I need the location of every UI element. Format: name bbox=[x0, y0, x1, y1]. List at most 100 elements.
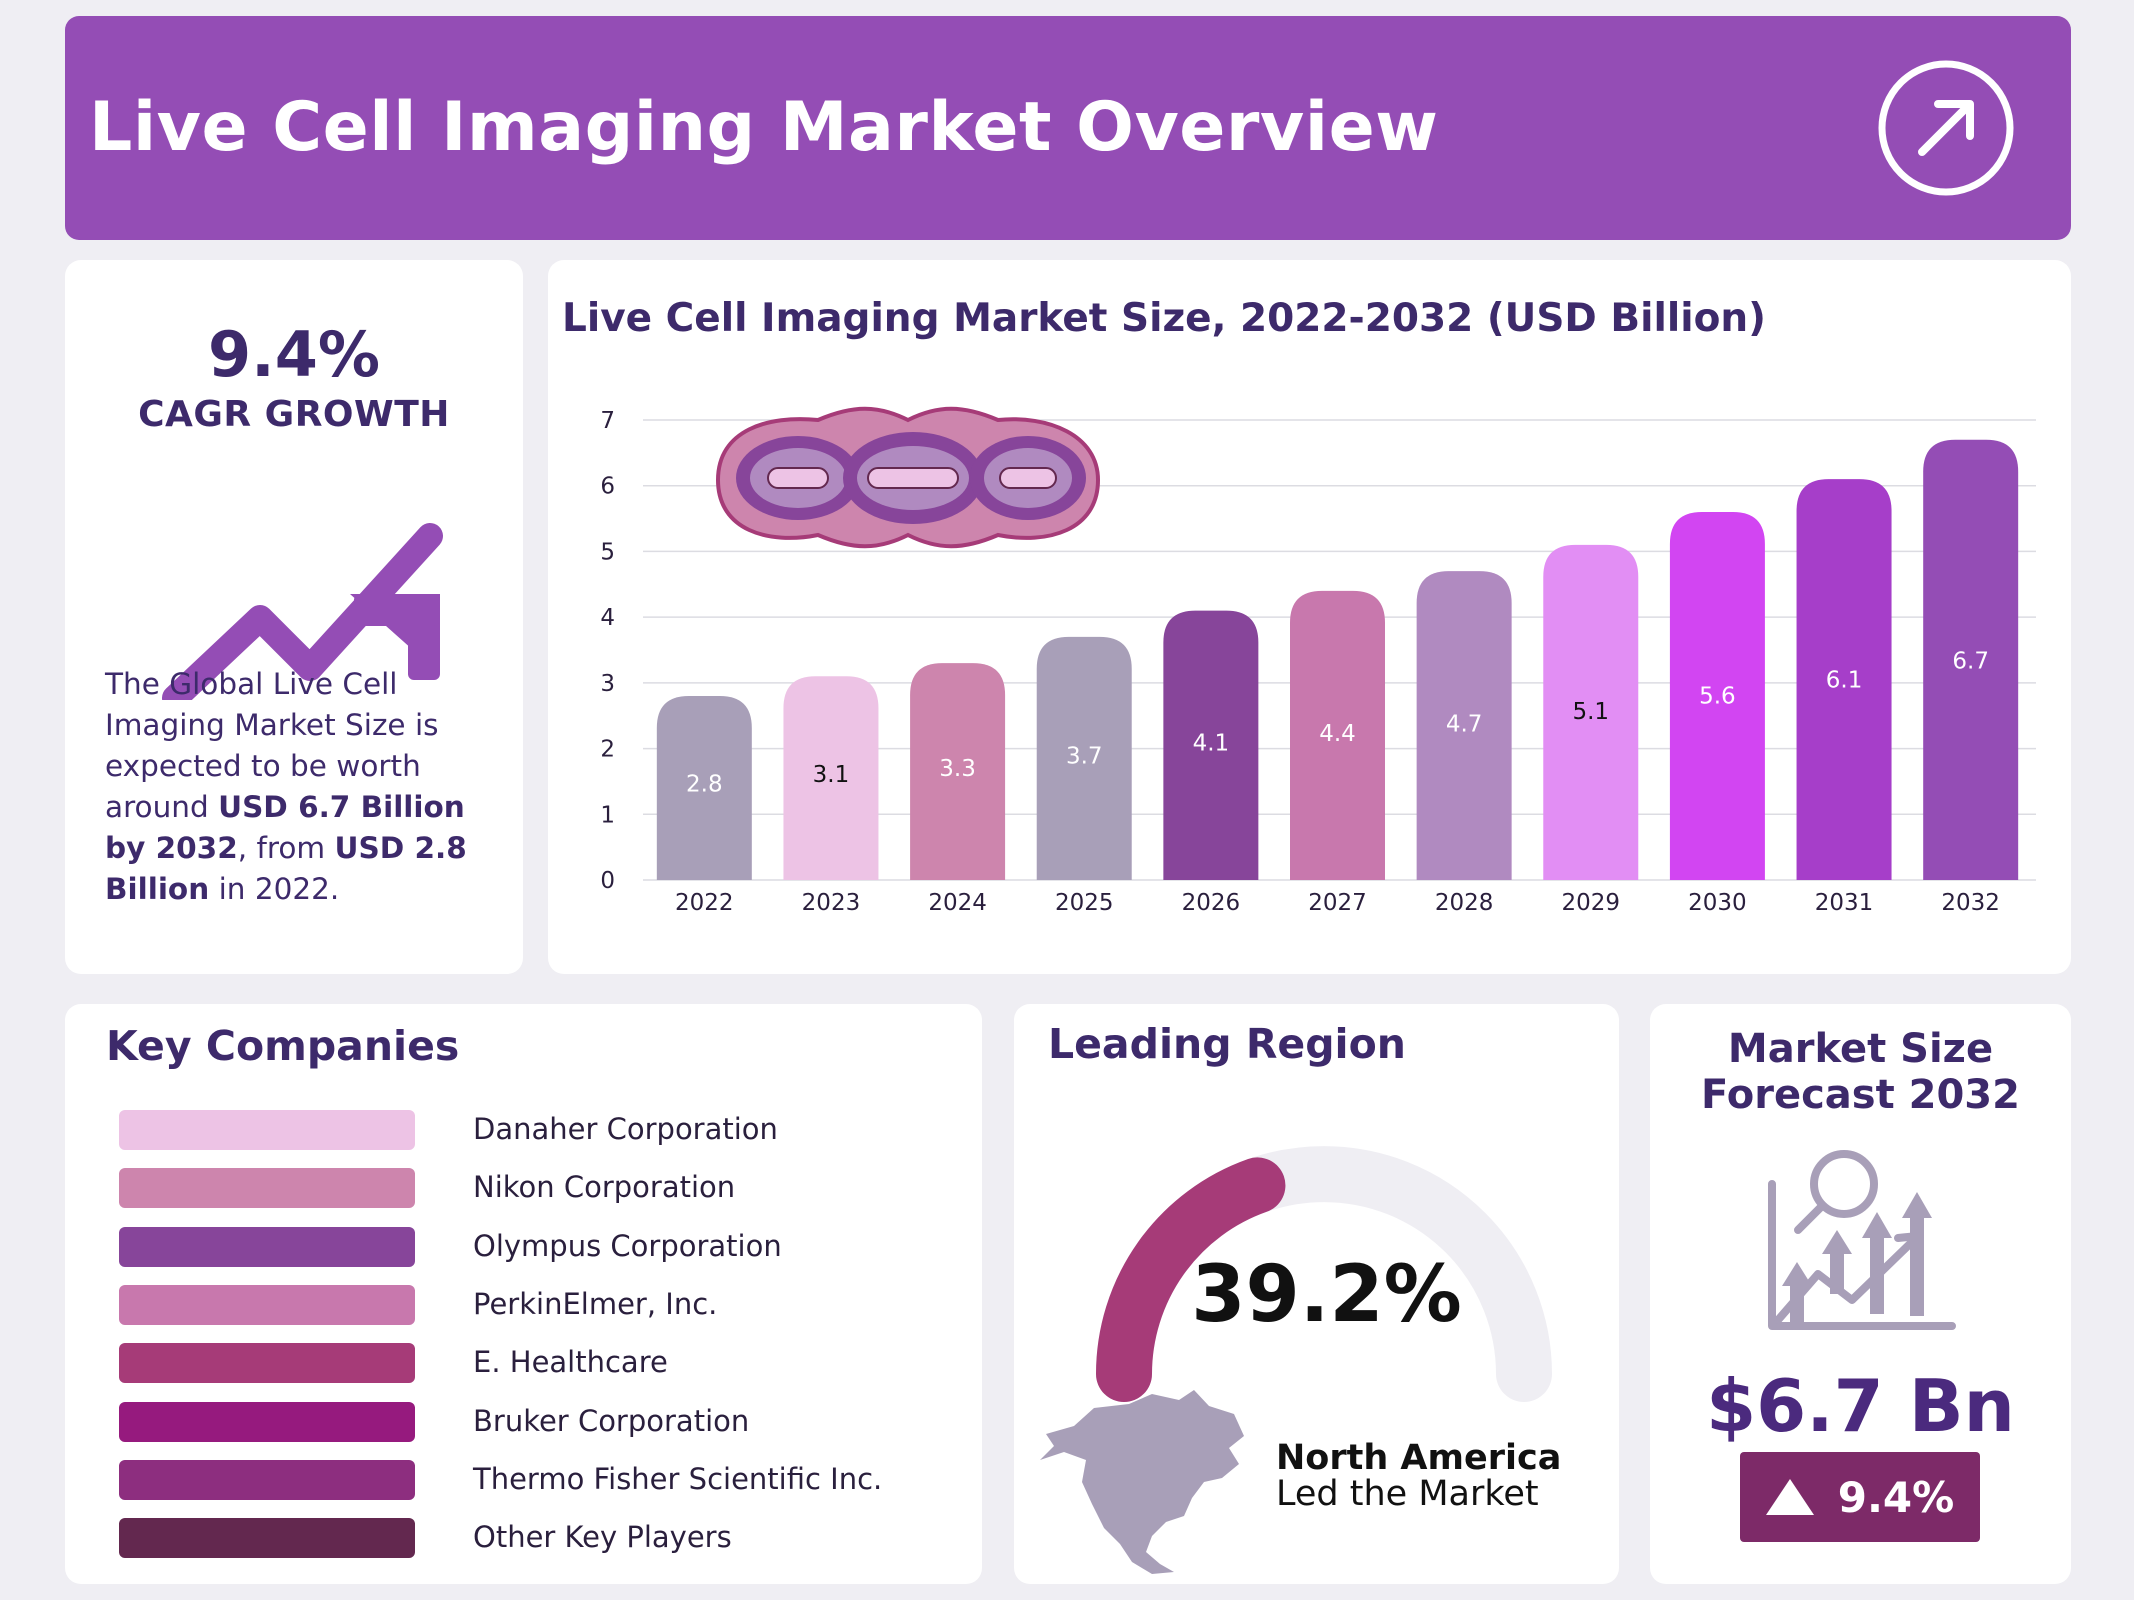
bar-value-label: 3.7 bbox=[1066, 743, 1103, 769]
y-tick-label: 4 bbox=[600, 605, 615, 631]
x-tick-label: 2026 bbox=[1182, 890, 1241, 916]
chart-card: Live Cell Imaging Market Size, 2022-2032… bbox=[548, 260, 2071, 974]
bar-2024 bbox=[910, 663, 1006, 880]
company-name: Bruker Corporation bbox=[473, 1403, 750, 1438]
desc-bold-2: USD 2.8 Billion bbox=[105, 831, 467, 906]
chart-title: Live Cell Imaging Market Size, 2022-2032… bbox=[562, 296, 1766, 341]
bar-2025 bbox=[1036, 636, 1132, 880]
x-tick-label: 2030 bbox=[1688, 890, 1747, 916]
forecast-title: Market Size Forecast 2032 bbox=[1650, 1026, 2071, 1118]
desc-text-2: , from bbox=[237, 831, 335, 865]
cell-illustration-icon bbox=[715, 406, 1101, 549]
company-name: PerkinElmer, Inc. bbox=[473, 1286, 718, 1321]
bar-2028 bbox=[1416, 571, 1512, 880]
companies-title: Key Companies bbox=[106, 1022, 460, 1070]
bar-value-label: 6.7 bbox=[1952, 649, 1989, 675]
desc-text-3: in 2022. bbox=[209, 872, 340, 906]
growth-chart-magnifier-icon bbox=[1768, 1150, 1956, 1330]
region-name: North America bbox=[1276, 1438, 1562, 1478]
gauge-fill bbox=[1096, 1157, 1286, 1402]
bar-value-label: 4.1 bbox=[1193, 731, 1230, 757]
bar-2032 bbox=[1923, 439, 2019, 880]
company-name: Nikon Corporation bbox=[473, 1170, 736, 1205]
company-name: Other Key Players bbox=[473, 1520, 732, 1555]
bar-2026 bbox=[1163, 610, 1259, 880]
x-tick-label: 2024 bbox=[928, 890, 987, 916]
company-row: Thermo Fisher Scientific Inc. bbox=[119, 1458, 939, 1500]
company-name: Thermo Fisher Scientific Inc. bbox=[473, 1461, 883, 1496]
bar-2023 bbox=[783, 676, 879, 880]
company-name: Danaher Corporation bbox=[473, 1112, 778, 1146]
y-tick-label: 7 bbox=[600, 408, 615, 434]
y-tick-label: 1 bbox=[600, 802, 615, 828]
header-banner: Live Cell Imaging Market Overview bbox=[65, 16, 2071, 240]
page-title: Live Cell Imaging Market Overview bbox=[89, 88, 1439, 167]
growth-badge: 9.4% bbox=[1740, 1452, 1980, 1542]
company-swatch bbox=[119, 1284, 415, 1325]
bar-chart: 0 1 2 3 4 5 6 7 2.8 2022 3.1 2023 3.3 2024 3.7 2025 4.1 2… bbox=[600, 406, 2036, 916]
company-swatch bbox=[119, 1343, 415, 1384]
company-row: Danaher Corporation bbox=[119, 1108, 939, 1150]
bar-value-label: 3.1 bbox=[813, 762, 850, 788]
company-name: Olympus Corporation bbox=[473, 1228, 782, 1263]
x-tick-label: 2029 bbox=[1561, 890, 1620, 916]
bar-value-label: 6.1 bbox=[1826, 668, 1863, 694]
company-swatch bbox=[119, 1401, 415, 1442]
company-swatch bbox=[119, 1110, 415, 1150]
key-companies-card: Key Companies Danaher Corporation Nikon C… bbox=[65, 1004, 982, 1584]
growth-badge-value: 9.4% bbox=[1837, 1472, 1955, 1522]
region-share-gauge bbox=[1096, 1146, 1552, 1402]
x-tick-label: 2027 bbox=[1308, 890, 1367, 916]
forecast-value: $6.7 Bn bbox=[1706, 1364, 2015, 1448]
company-row: Bruker Corporation bbox=[119, 1400, 939, 1442]
cagr-value: 9.4% bbox=[208, 318, 380, 391]
bar-2031 bbox=[1796, 479, 1892, 880]
company-swatch bbox=[119, 1459, 415, 1500]
y-tick-label: 5 bbox=[600, 539, 615, 565]
company-row: Other Key Players bbox=[119, 1516, 939, 1559]
company-row: E. Healthcare bbox=[119, 1341, 939, 1384]
bar-value-label: 3.3 bbox=[939, 756, 976, 782]
forecast-card: Market Size Forecast 2032 $6.7 Bn 9.4% bbox=[1650, 1004, 2071, 1584]
x-tick-label: 2022 bbox=[675, 890, 734, 916]
cagr-label: CAGR GROWTH bbox=[138, 394, 450, 435]
bar-2029 bbox=[1543, 544, 1639, 880]
y-tick-label: 2 bbox=[600, 737, 615, 763]
bar-value-label: 4.4 bbox=[1319, 721, 1356, 747]
x-tick-label: 2028 bbox=[1435, 890, 1494, 916]
triangle-up-icon bbox=[1765, 1479, 1814, 1515]
company-row: Olympus Corporation bbox=[119, 1225, 939, 1267]
desc-bold-1: USD 6.7 Billion by 2032 bbox=[105, 790, 465, 865]
company-swatch bbox=[119, 1518, 415, 1559]
leading-region-card: Leading Region 39.2% North America Led t… bbox=[1014, 1004, 1619, 1584]
bar-value-label: 4.7 bbox=[1446, 712, 1483, 738]
forecast-title-line1: Market Size bbox=[1727, 1026, 1994, 1072]
bar-2027 bbox=[1290, 590, 1385, 880]
bar-2022 bbox=[656, 696, 752, 880]
bar-2030 bbox=[1669, 512, 1765, 880]
region-title: Leading Region bbox=[1048, 1020, 1406, 1068]
company-swatch bbox=[119, 1226, 415, 1267]
x-tick-label: 2032 bbox=[1941, 890, 2000, 916]
bar-value-label: 5.6 bbox=[1699, 683, 1736, 709]
x-tick-label: 2031 bbox=[1815, 890, 1874, 916]
arrow-up-right-circle-icon[interactable] bbox=[1876, 58, 2016, 198]
cagr-description: The Global Live Cell Imaging Market Size… bbox=[105, 664, 505, 910]
cagr-card: 9.4% CAGR GROWTH The Global Live Cell Im… bbox=[65, 260, 523, 974]
y-tick-label: 0 bbox=[600, 868, 615, 894]
bar-value-label: 2.8 bbox=[686, 772, 723, 798]
company-row: Nikon Corporation bbox=[119, 1166, 939, 1209]
x-tick-label: 2023 bbox=[802, 890, 861, 916]
forecast-title-line2: Forecast 2032 bbox=[1701, 1072, 2020, 1118]
desc-text-1: The Global Live Cell Imaging Market Size… bbox=[105, 667, 439, 824]
north-america-map-icon bbox=[1040, 1390, 1244, 1574]
y-tick-label: 3 bbox=[600, 671, 615, 697]
company-swatch bbox=[119, 1168, 415, 1209]
company-name: E. Healthcare bbox=[473, 1345, 668, 1380]
x-tick-label: 2025 bbox=[1055, 890, 1114, 916]
trend-up-arrow-icon bbox=[162, 523, 443, 700]
bar-value-label: 5.1 bbox=[1572, 699, 1609, 725]
company-row: PerkinElmer, Inc. bbox=[119, 1283, 939, 1325]
region-subtitle: Led the Market bbox=[1276, 1474, 1539, 1514]
y-tick-label: 6 bbox=[600, 474, 615, 500]
